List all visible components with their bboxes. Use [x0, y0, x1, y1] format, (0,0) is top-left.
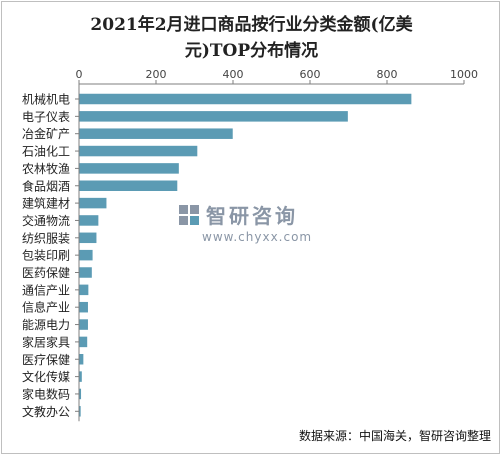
watermark-url: www.chyxx.com	[202, 230, 313, 244]
bar	[79, 354, 84, 365]
category-label: 家居家具	[22, 334, 70, 349]
bar	[79, 163, 179, 174]
bar	[79, 267, 92, 278]
category-label: 交通物流	[22, 213, 70, 228]
x-tick-label: 600	[300, 68, 321, 81]
watermark-text: 智研咨询	[206, 204, 298, 228]
x-tick-label: 400	[223, 68, 244, 81]
bar	[79, 145, 198, 157]
bar	[79, 249, 93, 261]
bar	[79, 93, 412, 105]
category-label: 包装印刷	[22, 249, 70, 263]
category-label: 家电数码	[22, 386, 70, 401]
bar	[79, 180, 178, 191]
watermark: 智研咨询 www.chyxx.com	[178, 200, 328, 250]
x-tick-label: 0	[76, 68, 83, 81]
bar	[79, 232, 97, 244]
category-label: 建筑建材	[22, 196, 70, 211]
category-label: 医疗保健	[22, 353, 70, 367]
category-label: 文化传媒	[22, 369, 70, 384]
bar	[79, 388, 82, 400]
x-tick-label: 200	[146, 68, 167, 81]
bar	[79, 319, 88, 330]
bar	[79, 284, 89, 296]
x-tick-label: 1000	[450, 68, 478, 81]
bar	[79, 336, 88, 348]
bar	[79, 371, 82, 382]
chart-title: 2021年2月进口商品按行业分类金额(亿美 元)TOP分布情况	[0, 12, 503, 64]
category-label: 文教办公	[22, 404, 70, 419]
watermark-logo-icon	[179, 205, 199, 225]
chart-title-line1: 2021年2月进口商品按行业分类金额(亿美	[90, 15, 413, 35]
category-label: 医药保健	[22, 266, 70, 280]
category-label: 纺织服装	[22, 231, 70, 245]
source-note: 数据来源：中国海关，智研咨询整理	[298, 429, 491, 443]
bar	[79, 406, 81, 417]
category-label: 农林牧渔	[22, 162, 70, 176]
bar	[79, 301, 88, 313]
category-label: 石油化工	[22, 145, 70, 159]
chart-title-line2: 元)TOP分布情况	[184, 41, 319, 61]
bar	[79, 111, 348, 122]
bar	[79, 215, 99, 226]
category-label: 能源电力	[22, 318, 70, 332]
bar	[79, 197, 107, 209]
category-label: 信息产业	[22, 300, 70, 315]
bar	[79, 128, 233, 139]
category-label: 食品烟酒	[22, 178, 70, 193]
category-label: 电子仪表	[22, 110, 70, 124]
category-label: 冶金矿产	[22, 126, 70, 141]
x-tick-label: 800	[377, 68, 398, 81]
category-label: 通信产业	[22, 283, 70, 297]
category-label: 机械机电	[22, 92, 70, 107]
